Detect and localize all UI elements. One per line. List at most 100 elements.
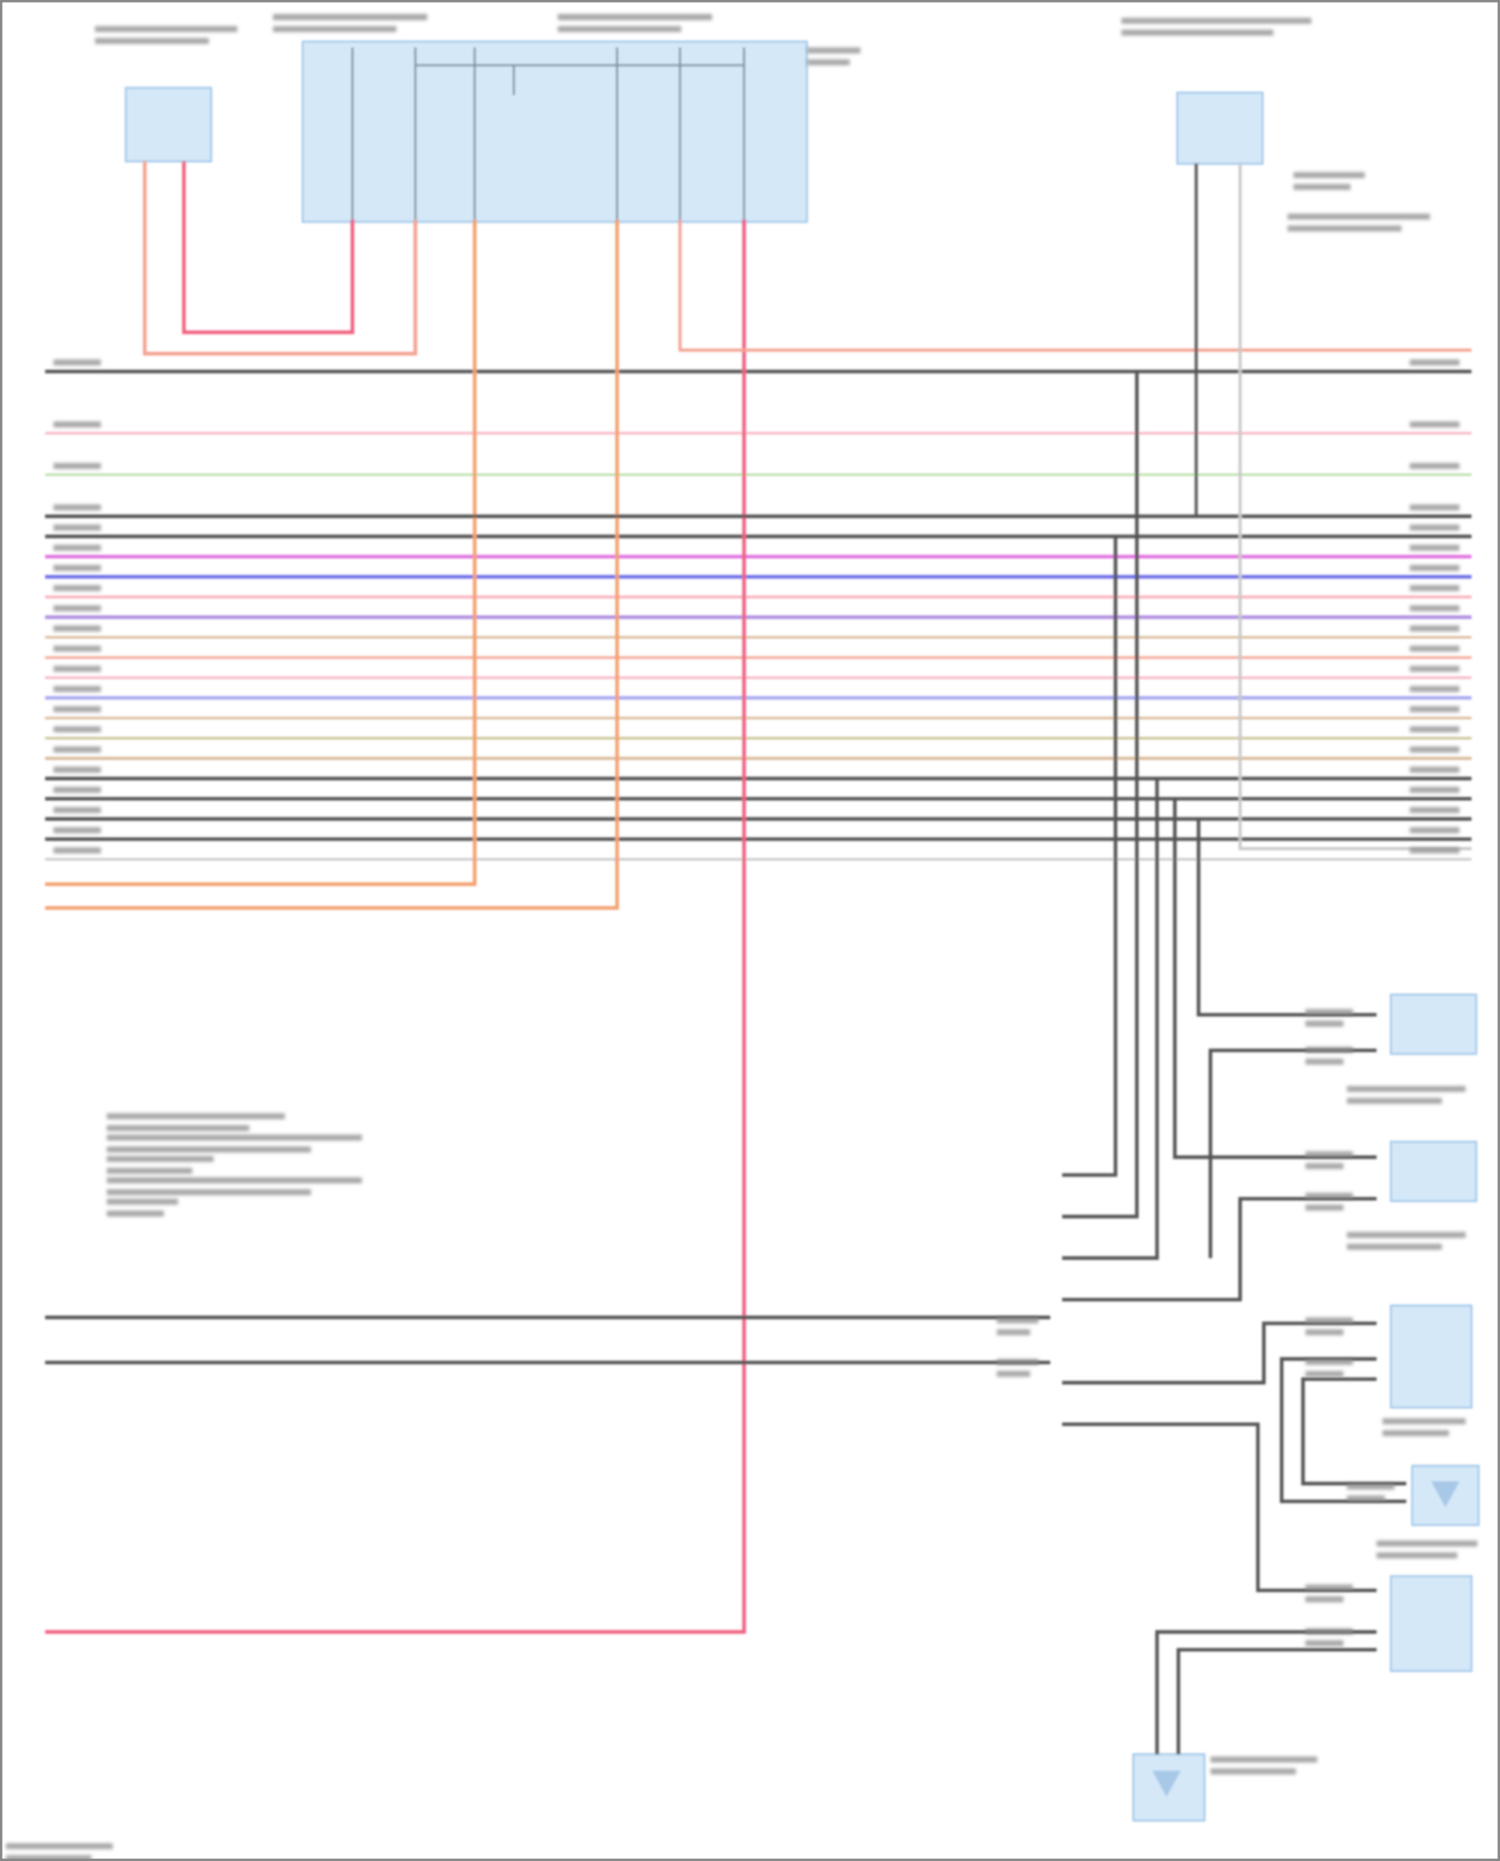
label-blur [94, 37, 209, 44]
label-blur [1409, 605, 1460, 612]
label-blur [1305, 1358, 1353, 1365]
label-blur [1409, 462, 1460, 469]
label-blur [1376, 1552, 1458, 1559]
label-blur [53, 564, 101, 571]
label-blur [1409, 421, 1460, 428]
label-blur [806, 59, 850, 66]
label-blur [1287, 213, 1430, 220]
label-blur [1293, 183, 1351, 190]
component-box [124, 86, 213, 163]
label-blur [996, 1317, 1039, 1324]
label-blur [53, 726, 101, 733]
label-blur [106, 1167, 193, 1174]
label-blur [1409, 827, 1460, 834]
label-blur [53, 645, 101, 652]
label-blur [1305, 1020, 1344, 1027]
wire [45, 163, 1198, 518]
label-blur [53, 827, 101, 834]
label-blur [1293, 172, 1365, 179]
label-blur [1409, 766, 1460, 773]
label-blur [106, 1134, 362, 1141]
label-blur [1121, 17, 1312, 24]
label-blur [1305, 1204, 1344, 1211]
label-blur [53, 686, 101, 692]
label-blur [1305, 1584, 1353, 1591]
wire [415, 64, 515, 95]
label-blur [53, 462, 101, 469]
label-blur [557, 26, 682, 33]
label-blur [53, 605, 101, 612]
label-blur [1305, 1046, 1353, 1053]
label-blur [1409, 786, 1460, 793]
label-blur [53, 544, 101, 551]
wire [1155, 1630, 1377, 1755]
label-blur [53, 786, 101, 793]
label-blur [1409, 847, 1460, 854]
label-blur [1409, 359, 1460, 366]
label-blur [106, 1177, 362, 1184]
wire [45, 219, 746, 1634]
label-blur [1409, 504, 1460, 511]
label-blur [1409, 686, 1460, 692]
label-blur [106, 1189, 311, 1196]
label-blur [106, 1146, 311, 1153]
label-blur [1305, 1370, 1344, 1377]
label-blur [1287, 225, 1402, 232]
label-blur [53, 706, 101, 713]
label-blur [1305, 1163, 1344, 1170]
label-blur [557, 14, 713, 21]
label-blur [5, 1855, 92, 1861]
label-blur [1346, 1495, 1385, 1502]
label-blur [53, 766, 101, 773]
label-blur [1409, 564, 1460, 571]
label-blur [53, 625, 101, 632]
wire [1062, 778, 1159, 1260]
wire [1176, 1647, 1377, 1755]
label-blur [1409, 645, 1460, 652]
label-blur [1409, 665, 1460, 672]
label-blur [1409, 807, 1460, 814]
label-blur [806, 47, 861, 54]
label-blur [53, 585, 101, 592]
label-blur [53, 665, 101, 672]
label-blur [53, 746, 101, 753]
label-blur [53, 847, 101, 854]
wire [45, 219, 619, 910]
label-blur [1382, 1418, 1466, 1425]
label-blur [1305, 1628, 1353, 1635]
wire [678, 219, 1472, 352]
component-box [301, 40, 808, 223]
wire [1238, 163, 1472, 851]
component-box [1389, 1304, 1473, 1409]
label-blur [1382, 1430, 1449, 1437]
label-blur [1346, 1243, 1442, 1250]
label-blur [1305, 1008, 1353, 1015]
label-blur [1305, 1317, 1353, 1324]
label-blur [1409, 726, 1460, 733]
label-blur [1409, 524, 1460, 531]
label-blur [1210, 1768, 1296, 1775]
label-blur [996, 1329, 1031, 1336]
label-blur [106, 1113, 285, 1120]
label-blur [53, 524, 101, 531]
label-blur [1305, 1151, 1353, 1158]
label-blur [106, 1156, 214, 1162]
label-blur [1210, 1756, 1318, 1763]
label-blur [996, 1370, 1031, 1377]
label-blur [272, 14, 428, 21]
component-box [1389, 1140, 1478, 1202]
component-box [1389, 1575, 1473, 1672]
label-blur [1409, 625, 1460, 632]
label-blur [1346, 1085, 1466, 1092]
label-blur [94, 26, 238, 33]
label-blur [53, 504, 101, 511]
label-blur [1305, 1192, 1353, 1199]
label-blur [1305, 1329, 1344, 1336]
sensor-icon [1431, 1481, 1460, 1508]
label-blur [1346, 1483, 1395, 1490]
sensor-icon [1152, 1770, 1181, 1797]
label-blur [996, 1358, 1039, 1365]
component-box [1389, 993, 1478, 1055]
